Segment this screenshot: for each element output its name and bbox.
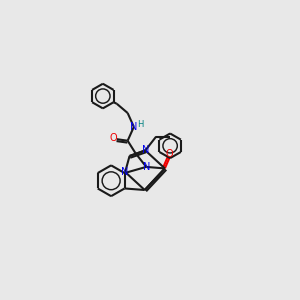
Text: N: N [142,146,149,155]
Text: O: O [109,134,117,143]
Text: N: N [130,122,137,132]
Text: H: H [137,120,143,129]
Text: O: O [166,149,173,159]
Text: N: N [142,162,150,172]
Text: N: N [122,167,129,177]
